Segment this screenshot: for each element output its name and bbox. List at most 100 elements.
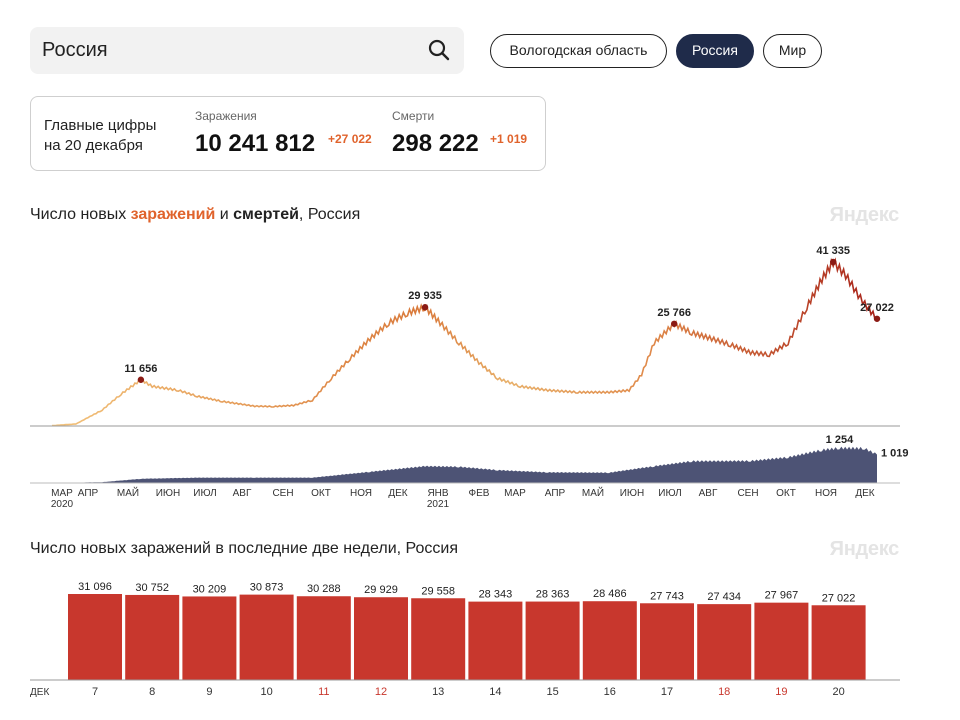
month-tick-label: НОЯ bbox=[350, 488, 372, 499]
infections-peak-label-4: 41 335 bbox=[816, 245, 850, 257]
chart1-heading-infections: заражений bbox=[130, 206, 216, 223]
day-tick-label: 7 bbox=[92, 686, 98, 698]
month-tick-label: АПР bbox=[78, 488, 99, 499]
month-tick-label: МАЙ bbox=[117, 486, 139, 499]
infections-peak-label-5: 27 022 bbox=[860, 302, 894, 314]
month-tick-label: ИЮН bbox=[156, 488, 181, 499]
month-label-dec: ДЕК bbox=[30, 687, 49, 698]
bar-value-label: 30 209 bbox=[193, 583, 227, 595]
infections-peak-label-1: 11 656 bbox=[124, 363, 157, 375]
day-tick-label: 16 bbox=[604, 686, 616, 698]
bar-dec-16 bbox=[582, 601, 637, 680]
bar-dec-14 bbox=[468, 601, 523, 680]
infections-series-line bbox=[51, 257, 878, 427]
summary-title-line1: Главные цифры bbox=[44, 117, 157, 134]
search-input[interactable] bbox=[42, 35, 412, 65]
deaths-label: Смерти bbox=[392, 109, 435, 123]
summary-card: Главные цифры на 20 декабря Заражения 10… bbox=[30, 96, 546, 171]
month-tick-label: МАР bbox=[504, 488, 526, 499]
bar-value-label: 30 288 bbox=[307, 583, 341, 595]
month-tick-label: ОКТ bbox=[311, 488, 331, 499]
bar-dec-20 bbox=[811, 605, 866, 680]
day-tick-label: 20 bbox=[832, 686, 844, 698]
infections-label: Заражения bbox=[195, 109, 257, 123]
infections-deaths-chart: 11 656 29 935 25 766 41 335 27 022 1 254 1 019… bbox=[30, 245, 909, 510]
two-weeks-bar-chart: 31 096 30 752 30 209 30 873 30 288 29 929 29 5… bbox=[30, 581, 900, 698]
month-tick-label: ОКТ bbox=[776, 488, 796, 499]
day-tick-label: 10 bbox=[260, 686, 272, 698]
infections-peak-label-2: 29 935 bbox=[408, 290, 442, 302]
infections-peak-label-3: 25 766 bbox=[657, 307, 691, 319]
day-tick-label: 15 bbox=[546, 686, 558, 698]
month-tick-label: СЕН bbox=[272, 488, 293, 499]
day-tick-label: 13 bbox=[432, 686, 444, 698]
bar-value-label: 31 096 bbox=[78, 581, 112, 593]
month-tick-label: ИЮН bbox=[620, 488, 645, 499]
day-tick-label: 9 bbox=[206, 686, 212, 698]
month-tick-label: АВГ bbox=[699, 488, 718, 499]
bar-dec-18 bbox=[697, 604, 752, 680]
yandex-watermark-1: Яндекс bbox=[829, 204, 900, 226]
day-tick-label: 8 bbox=[149, 686, 155, 698]
infections-peak-point-5 bbox=[873, 315, 881, 322]
search-box[interactable] bbox=[30, 27, 464, 74]
bar-value-label: 27 434 bbox=[707, 591, 741, 603]
region-chip-russia[interactable]: Россия bbox=[676, 34, 754, 68]
summary-title: Главные цифры на 20 декабря bbox=[44, 116, 184, 156]
infections-value: 10 241 812 bbox=[195, 130, 316, 157]
month-tick-label: МАР bbox=[51, 488, 73, 499]
bar-value-label: 29 558 bbox=[421, 585, 455, 597]
bar-dec-17 bbox=[640, 603, 694, 680]
region-chip-world[interactable]: Мир bbox=[763, 34, 822, 68]
month-tick-label: МАЙ bbox=[582, 486, 604, 499]
month-tick-label: ФЕВ bbox=[469, 488, 490, 499]
infections-delta: +27 022 bbox=[328, 132, 372, 146]
bar-value-label: 27 967 bbox=[765, 590, 799, 602]
chart1-heading: Число новых заражений и смертей, Россия bbox=[30, 206, 360, 224]
deaths-delta: +1 019 bbox=[490, 132, 528, 146]
infections-peak-point-1 bbox=[137, 376, 145, 383]
bar-dec-12 bbox=[354, 597, 408, 680]
day-tick-label: 11 bbox=[318, 686, 329, 698]
deaths-value: 298 222 bbox=[392, 130, 479, 157]
bar-value-label: 29 929 bbox=[364, 584, 398, 596]
year-label-2020: 2020 bbox=[51, 499, 74, 510]
deaths-series-area bbox=[52, 446, 877, 483]
month-tick-label: ДЕК bbox=[388, 488, 407, 499]
month-tick-label: ИЮЛ bbox=[193, 488, 216, 499]
month-tick-label: ЯНВ bbox=[427, 488, 448, 499]
bar-dec-7 bbox=[68, 594, 122, 680]
chart1-heading-prefix: Число новых bbox=[30, 206, 131, 223]
deaths-peak-label: 1 254 bbox=[826, 434, 854, 446]
bar-value-label: 30 873 bbox=[250, 582, 284, 594]
bar-value-label: 28 343 bbox=[479, 589, 513, 601]
bar-dec-10 bbox=[239, 594, 294, 680]
bar-value-label: 30 752 bbox=[135, 582, 169, 594]
month-tick-label: НОЯ bbox=[815, 488, 837, 499]
day-tick-label: 17 bbox=[661, 686, 673, 698]
yandex-watermark-2: Яндекс bbox=[829, 538, 900, 560]
search-icon[interactable] bbox=[428, 39, 450, 61]
day-tick-label: 14 bbox=[489, 686, 501, 698]
month-tick-label: АВГ bbox=[233, 488, 252, 499]
day-tick-label: 12 bbox=[375, 686, 387, 698]
bar-dec-15 bbox=[525, 601, 580, 680]
day-tick-label: 19 bbox=[775, 686, 787, 698]
chart1-heading-suffix: , Россия bbox=[298, 206, 361, 223]
month-tick-label: СЕН bbox=[737, 488, 758, 499]
month-tick-label: АПР bbox=[545, 488, 566, 499]
bar-dec-8 bbox=[125, 594, 180, 680]
bar-dec-11 bbox=[296, 596, 351, 680]
year-label-2021: 2021 bbox=[427, 499, 450, 510]
bar-dec-9 bbox=[182, 596, 237, 680]
summary-title-line2: на 20 декабря bbox=[44, 137, 143, 154]
infections-peak-point-3 bbox=[670, 320, 678, 327]
chart2-heading: Число новых заражений в последние две не… bbox=[30, 540, 458, 557]
bar-value-label: 27 022 bbox=[822, 592, 856, 604]
bar-dec-19 bbox=[754, 602, 809, 680]
bar-value-label: 28 363 bbox=[536, 589, 570, 601]
infections-peak-point-4 bbox=[829, 258, 837, 266]
region-chip-vologda[interactable]: Вологодская область bbox=[490, 34, 667, 68]
chart1-heading-and: и bbox=[215, 206, 234, 223]
chart1-heading-deaths: смертей bbox=[233, 206, 299, 223]
